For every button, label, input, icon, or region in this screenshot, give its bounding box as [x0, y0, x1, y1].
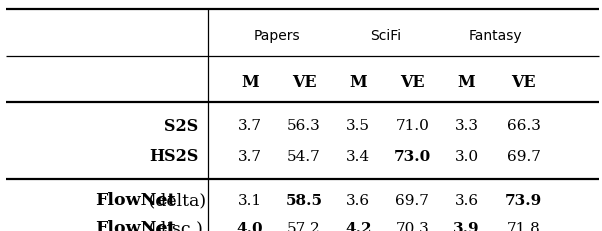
Text: FlowNet: FlowNet — [95, 191, 175, 208]
Text: 73.9: 73.9 — [505, 193, 542, 207]
Text: 3.3: 3.3 — [455, 119, 479, 133]
Text: M: M — [241, 73, 259, 91]
Text: FlowNet: FlowNet — [95, 219, 175, 231]
Text: 56.3: 56.3 — [287, 119, 321, 133]
Text: M: M — [458, 73, 476, 91]
Text: 57.2: 57.2 — [287, 221, 321, 231]
Text: 3.5: 3.5 — [346, 119, 370, 133]
Text: 69.7: 69.7 — [507, 149, 541, 163]
Text: 4.2: 4.2 — [345, 221, 371, 231]
Text: 73.0: 73.0 — [394, 149, 431, 163]
Text: 3.9: 3.9 — [453, 221, 480, 231]
Text: 70.3: 70.3 — [396, 221, 429, 231]
Text: M: M — [349, 73, 367, 91]
Text: VE: VE — [512, 73, 536, 91]
Text: 3.1: 3.1 — [238, 193, 262, 207]
Text: 3.6: 3.6 — [346, 193, 370, 207]
Text: 3.7: 3.7 — [238, 119, 262, 133]
Text: 58.5: 58.5 — [285, 193, 323, 207]
Text: VE: VE — [400, 73, 424, 91]
Text: 71.0: 71.0 — [396, 119, 429, 133]
Text: 66.3: 66.3 — [507, 119, 541, 133]
Text: 3.0: 3.0 — [455, 149, 479, 163]
Text: 54.7: 54.7 — [287, 149, 321, 163]
Text: 3.6: 3.6 — [455, 193, 479, 207]
Text: 3.7: 3.7 — [238, 149, 262, 163]
Text: VE: VE — [292, 73, 316, 91]
Text: S2S: S2S — [164, 117, 199, 134]
Text: Fantasy: Fantasy — [468, 29, 523, 43]
Text: (delta): (delta) — [143, 191, 206, 208]
Text: SciFi: SciFi — [370, 29, 401, 43]
Text: Papers: Papers — [253, 29, 300, 43]
Text: 3.4: 3.4 — [346, 149, 370, 163]
Text: (disc.): (disc.) — [143, 219, 203, 231]
Text: 4.0: 4.0 — [237, 221, 263, 231]
Text: 71.8: 71.8 — [507, 221, 541, 231]
Text: 69.7: 69.7 — [396, 193, 429, 207]
Text: HS2S: HS2S — [149, 147, 199, 164]
